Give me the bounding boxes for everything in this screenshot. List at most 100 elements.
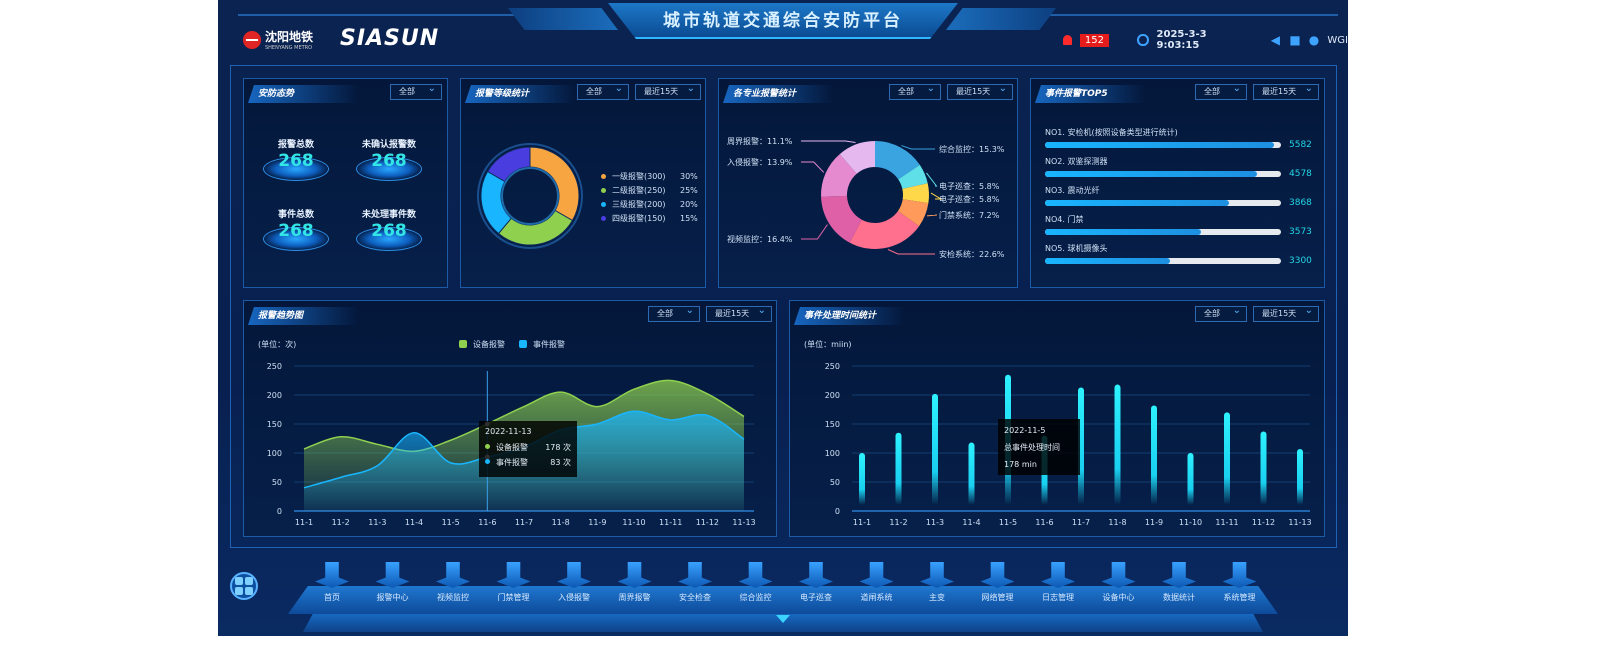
x-tick-label: 11-8	[552, 518, 570, 527]
top5-panel: 事件报警TOP5 全部 最近15天 NO1. 安检机(按照设备类型进行统计) 5…	[1030, 78, 1325, 288]
nav-label: 报警中心	[376, 593, 409, 602]
username[interactable]: WGI	[1327, 34, 1348, 46]
nav-item[interactable]: 门禁管理	[484, 562, 544, 603]
legend-swatch	[459, 340, 467, 348]
donut-slice[interactable]	[902, 183, 929, 204]
x-tick-label: 11-1	[295, 518, 313, 527]
legend-item[interactable]: 二级报警(250) 25%	[601, 185, 698, 196]
legend-label[interactable]: 设备报警	[473, 339, 505, 349]
nav-icon	[980, 562, 1015, 588]
content-frame	[230, 65, 1337, 548]
range-select[interactable]: 最近15天	[1253, 304, 1319, 322]
nav-icon	[1162, 562, 1196, 588]
bar[interactable]	[1151, 405, 1157, 505]
slice-label: 综合监控：15.3%	[939, 144, 1005, 154]
x-tick-label: 11-9	[1145, 518, 1163, 527]
handling-panel: 事件处理时间统计 全部 最近15天 (单位：miin) 0 50 100 150 200 2…	[789, 300, 1325, 537]
bar[interactable]	[1297, 448, 1303, 505]
bar[interactable]	[1224, 412, 1230, 505]
nav-item[interactable]: 入侵报警	[544, 562, 604, 603]
volume-icon[interactable]: ◀	[1270, 33, 1280, 47]
donut-slice[interactable]	[875, 141, 920, 180]
bar[interactable]	[1078, 387, 1084, 505]
scope-select[interactable]: 全部	[390, 82, 442, 100]
stat-label: 未处理事件数	[361, 210, 416, 220]
range-select[interactable]: 最近15天	[947, 82, 1013, 100]
decor-line	[238, 14, 518, 16]
legend-item[interactable]: 四级报警(150) 15%	[601, 213, 698, 224]
range-select[interactable]: 最近15天	[706, 304, 772, 322]
nav-item[interactable]: 网络管理	[968, 562, 1028, 603]
bar[interactable]	[1260, 431, 1267, 505]
scope-select[interactable]: 全部	[889, 82, 941, 100]
status-area: 152 2025-3-3 9:03:15 ◀ ■ ● WGI	[1063, 29, 1348, 51]
leader-line	[926, 172, 938, 187]
unit-label: (单位：次)	[258, 339, 296, 349]
stat-total-events: 事件总数 268	[261, 207, 331, 251]
nav-item[interactable]: 视频监控	[423, 562, 483, 603]
legend-dot	[601, 188, 606, 193]
nav-label: 网络管理	[981, 593, 1014, 602]
alarm-level-panel: 报警等级统计 全部 最近15天 一级报警(300) 30% 二级报警(250) 25%…	[460, 78, 706, 288]
lock-icon[interactable]: ■	[1289, 33, 1301, 47]
donut-slice[interactable]	[897, 199, 929, 227]
nav-item[interactable]: 主变	[907, 562, 967, 603]
scope-select[interactable]: 全部	[648, 304, 700, 322]
donut-slice[interactable]	[821, 154, 857, 197]
legend-label: 二级报警(250)	[612, 186, 666, 195]
y-tick-label: 50	[830, 478, 840, 487]
legend-label: 四级报警(150)	[612, 214, 666, 223]
stat-label: 未确认报警数	[361, 140, 416, 150]
nav-item[interactable]: 日志管理	[1028, 562, 1088, 603]
app-menu-button[interactable]	[230, 572, 258, 600]
nav-item[interactable]: 安全检查	[665, 562, 725, 603]
x-tick-label: 11-3	[368, 518, 386, 527]
legend-item[interactable]: 一级报警(300) 30%	[601, 171, 698, 182]
bar[interactable]	[932, 393, 938, 505]
user-avatar-icon[interactable]: ●	[1308, 33, 1320, 47]
slice-label: 电子巡查：5.8%	[939, 181, 1000, 191]
nav-label: 首页	[324, 593, 340, 602]
y-tick-label: 100	[267, 449, 282, 458]
nav-label: 数据统计	[1163, 593, 1195, 602]
donut-slice[interactable]	[898, 164, 928, 189]
nav-item[interactable]: 周界报警	[605, 562, 665, 603]
range-select[interactable]: 最近15天	[1253, 82, 1319, 100]
specialty-donut: 综合监控：15.3% 电子巡查：5.8% 电子巡查：5.8% 门禁系统：7.2% 安检系…	[727, 136, 1005, 259]
x-tick-label: 11-1	[853, 518, 871, 527]
nav-item[interactable]: 道闸系统	[847, 562, 907, 603]
stat-unprocessed-events: 未处理事件数 268	[354, 207, 424, 251]
nav-item[interactable]: 综合监控	[726, 562, 786, 603]
donut-slice[interactable]	[839, 141, 875, 174]
alarm-count-badge[interactable]: 152	[1079, 33, 1109, 47]
slice-label: 入侵报警：13.9%	[727, 157, 793, 167]
y-tick-label: 50	[272, 478, 282, 487]
bar[interactable]	[1114, 384, 1121, 505]
nav-item[interactable]: 数据统计	[1149, 562, 1209, 603]
bar[interactable]	[859, 453, 865, 505]
bar[interactable]	[895, 432, 902, 505]
nav-item[interactable]: 系统管理	[1210, 562, 1270, 603]
bar[interactable]	[968, 442, 975, 505]
donut-slice[interactable]	[849, 211, 920, 249]
legend-item[interactable]: 三级报警(200) 20%	[601, 199, 698, 210]
donut-slice[interactable]	[821, 195, 862, 243]
nav-item[interactable]: 设备中心	[1089, 562, 1149, 603]
nav-icon	[1041, 562, 1075, 588]
nav-item[interactable]: 电子巡查	[786, 562, 846, 603]
y-tick-label: 0	[277, 507, 282, 516]
top5-item-value: 5582	[1289, 140, 1312, 150]
nav-item[interactable]: 首页	[302, 562, 362, 603]
bar[interactable]	[1187, 453, 1194, 505]
collapse-arrow-icon[interactable]	[776, 615, 790, 623]
scope-select[interactable]: 全部	[1195, 304, 1247, 322]
stat-unconfirmed-alarms: 未确认报警数 268	[354, 137, 424, 181]
nav-item[interactable]: 报警中心	[363, 562, 423, 603]
legend-label[interactable]: 事件报警	[533, 339, 565, 349]
y-tick-label: 200	[825, 391, 840, 400]
scope-select[interactable]: 全部	[1195, 82, 1247, 100]
alarm-icon[interactable]	[1063, 35, 1072, 45]
range-select[interactable]: 最近15天	[635, 82, 701, 100]
legend-dot	[485, 444, 490, 449]
scope-select[interactable]: 全部	[577, 82, 629, 100]
